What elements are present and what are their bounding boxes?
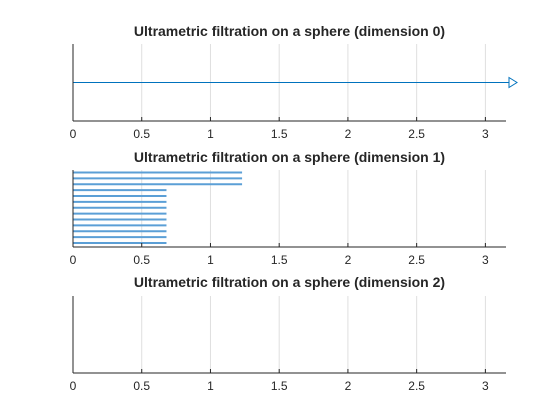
x-tick-label: 2.5 xyxy=(408,253,425,267)
x-tick-label: 1 xyxy=(207,379,214,393)
x-tick-label: 0 xyxy=(70,253,77,267)
x-tick-label: 2 xyxy=(345,253,352,267)
x-tick-label: 3 xyxy=(482,127,489,141)
chart-title: Ultrametric filtration on a sphere (dime… xyxy=(134,274,445,290)
x-tick-label: 0 xyxy=(70,379,77,393)
x-tick-label: 1.5 xyxy=(271,127,288,141)
subplot-dimension-0: Ultrametric filtration on a sphere (dime… xyxy=(70,23,518,141)
x-tick-label: 0 xyxy=(70,127,77,141)
x-tick-label: 1.5 xyxy=(271,253,288,267)
x-tick-label: 0.5 xyxy=(133,253,150,267)
chart-title: Ultrametric filtration on a sphere (dime… xyxy=(134,149,445,165)
x-tick-label: 1 xyxy=(207,127,214,141)
x-tick-label: 0.5 xyxy=(133,379,150,393)
x-tick-label: 3 xyxy=(482,253,489,267)
x-tick-label: 2 xyxy=(345,379,352,393)
subplot-dimension-2: Ultrametric filtration on a sphere (dime… xyxy=(70,274,506,393)
infinity-arrow-marker xyxy=(508,76,518,89)
chart-title: Ultrametric filtration on a sphere (dime… xyxy=(134,23,445,39)
x-tick-label: 2.5 xyxy=(408,379,425,393)
x-tick-label: 2.5 xyxy=(408,127,425,141)
subplot-dimension-1: Ultrametric filtration on a sphere (dime… xyxy=(70,149,506,267)
x-tick-label: 2 xyxy=(345,127,352,141)
x-tick-label: 3 xyxy=(482,379,489,393)
x-tick-label: 1.5 xyxy=(271,379,288,393)
x-tick-label: 1 xyxy=(207,253,214,267)
x-tick-label: 0.5 xyxy=(133,127,150,141)
